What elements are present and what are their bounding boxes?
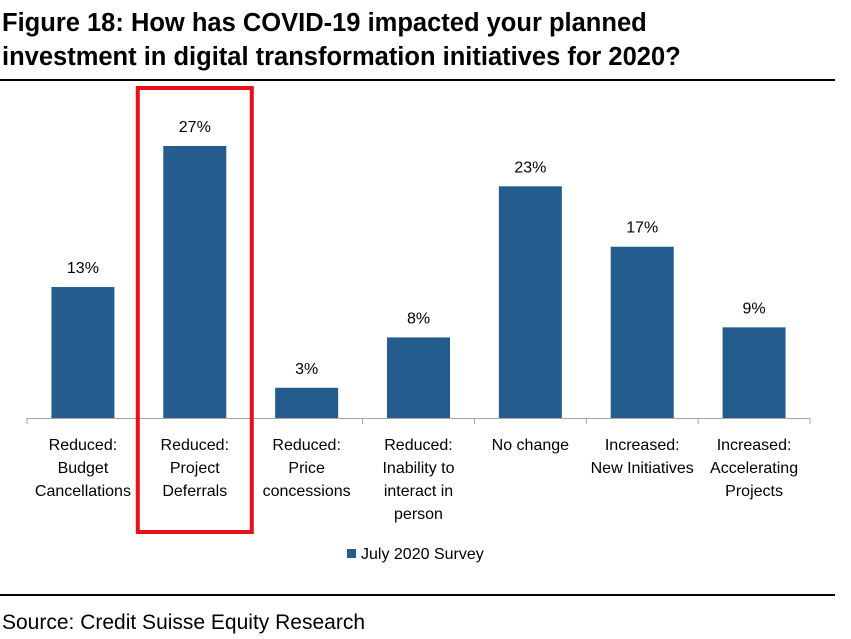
category-label-line: New Initiatives [591,460,694,477]
bar-chart: 13% Reduced: Budget Cancellations 27% Reduced… [26,86,811,563]
category-label-line: interact in [384,483,453,500]
category-label-line: Cancellations [35,483,131,500]
category-label-line: Reduced: [49,437,118,454]
category-label-5: No change [492,437,569,454]
category-label-2: Reduced: Project Deferrals [161,437,230,500]
data-label-6: 17% [626,220,658,237]
category-label-line: Reduced: [272,437,341,454]
category-label-line: Projects [725,483,783,500]
category-label-4: Reduced: Inability to interact in person [382,437,454,523]
highlight-box [135,86,254,534]
legend-swatch [347,549,356,558]
category-label-line: Increased: [717,437,792,454]
category-label-line: No change [492,437,569,454]
title-divider [0,79,835,81]
category-label-line: Budget [58,460,109,477]
category-label-7: Increased: Accelerating Projects [710,437,798,500]
category-label-1: Reduced: Budget Cancellations [35,437,131,500]
category-label-line: Inability to [382,460,454,477]
category-label-line: Reduced: [161,437,230,454]
category-label-3: Reduced: Price concessions [263,437,351,500]
data-label-5: 23% [514,159,546,176]
category-label-line: Project [170,460,220,477]
data-label-1: 13% [67,260,99,277]
data-label-4: 8% [407,310,430,327]
category-label-line: concessions [263,483,351,500]
data-label-3: 3% [295,361,318,378]
bar-5 [498,186,562,418]
bar-4 [387,337,450,418]
legend-label: July 2020 Survey [361,546,484,563]
source-divider [0,594,835,596]
bar-1 [51,287,115,418]
data-label-2: 27% [179,119,211,136]
bar-3 [275,387,339,418]
category-label-line: Reduced: [384,437,453,454]
category-label-6: Increased: New Initiatives [591,437,694,477]
bar-7 [722,327,786,418]
category-label-line: Deferrals [162,483,227,500]
data-label-7: 9% [743,300,766,317]
bar-6 [610,246,674,418]
category-label-line: person [394,506,443,523]
title-line-2: investment in digital transformation ini… [2,43,681,71]
source-note: Source: Credit Suisse Equity Research [2,611,365,634]
bar-2 [163,146,227,418]
title-line-1: Figure 18: How has COVID-19 impacted you… [2,9,647,37]
category-label-line: Increased: [605,437,680,454]
chart-title: Figure 18: How has COVID-19 impacted you… [2,6,847,74]
category-label-line: Price [288,460,325,477]
category-label-line: Accelerating [710,460,798,477]
